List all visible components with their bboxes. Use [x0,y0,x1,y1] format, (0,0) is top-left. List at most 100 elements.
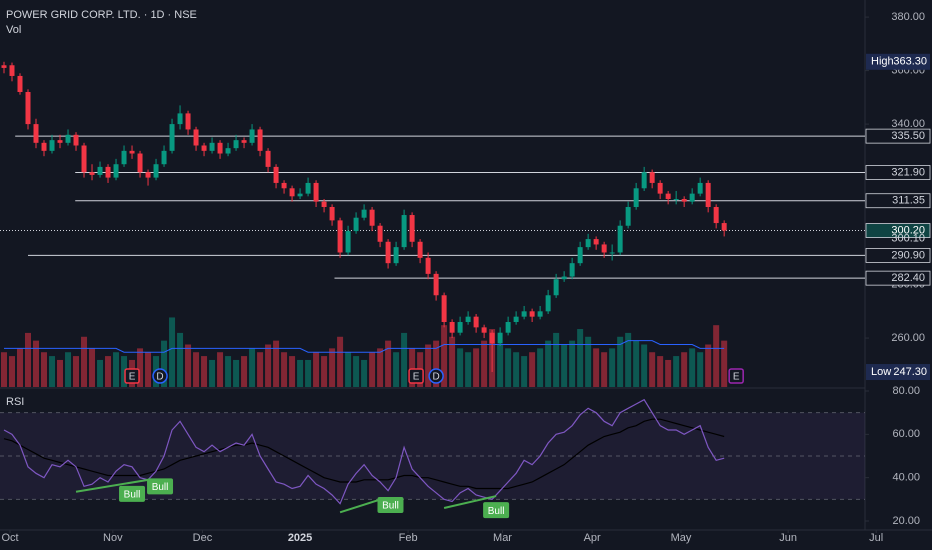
candle-body [345,231,351,253]
candle-body [337,220,343,253]
candle-body [41,142,47,151]
volume-bar [537,348,544,387]
x-tick-label: May [671,532,692,544]
volume-bar [137,348,144,387]
volume-bar [73,356,80,387]
candle-body [601,244,607,253]
divergence-line [75,478,149,493]
current-price-box [865,223,931,238]
volume-bar [553,332,560,387]
volume-ma-line [4,340,725,353]
x-tick-label: 2025 [288,532,312,544]
x-tick-label: Jun [779,532,797,544]
volume-bar [361,359,368,387]
candle-body [65,134,71,143]
x-tick-label: Dec [193,532,213,544]
volume-bar [497,344,504,387]
volume-bar [257,352,264,387]
candle-body [697,182,703,194]
high-name: High [871,56,894,68]
candle-body [273,166,279,183]
candle-body [1,65,7,68]
high-label: 363.30 [893,56,927,68]
volume-bar [577,329,584,387]
volume-bar [617,336,624,387]
level-label-box [865,248,931,263]
candle-body [33,124,39,143]
level-label: 282.40 [891,272,925,284]
candle-body [369,209,375,226]
y-tick-label: 380.00 [891,11,925,23]
candle-body [249,129,255,143]
candle-body [201,145,207,151]
event-label: D [432,372,439,383]
volume-bar [449,336,456,387]
event-marker [408,368,424,384]
volume-bar [329,348,336,387]
candle-body [193,129,199,146]
volume-bar [457,348,464,387]
volume-bar [401,332,408,387]
volume-bar [145,352,152,387]
volume-bar [209,359,216,387]
event-label: E [733,372,740,383]
x-tick-label: Oct [1,532,18,544]
rsi-tick-label: 80.00 [892,385,920,397]
volume-bar [273,340,280,387]
volume-bar [97,359,104,387]
bull-label: Bull [488,506,505,517]
candle-body [473,316,479,328]
volume-bar [721,340,728,387]
high-box [866,53,930,70]
candle-body [137,153,143,173]
level-label-box [865,270,931,286]
candle-body [433,273,439,296]
volume-bar [9,356,16,387]
low-label: 247.30 [893,366,927,378]
volume-bar [705,344,712,387]
candle-body [689,193,695,202]
candle-body [497,332,503,344]
candle-body [73,134,79,146]
event-label: D [156,372,163,383]
candle-body [657,182,663,194]
candle-body [121,150,127,165]
candle-body [593,239,599,245]
volume-bar [681,352,688,387]
level-label: 321.90 [891,166,925,178]
candle-body [665,193,671,199]
volume-bar [545,340,552,387]
candle-body [625,207,631,226]
candle-body [169,124,175,151]
volume-bar [121,356,128,387]
candle-body [81,145,87,173]
event-marker [728,368,744,384]
candle-body [97,166,103,175]
volume-bar [385,340,392,387]
x-tick-label: Feb [399,532,418,544]
candle-body [153,164,159,178]
candle-body [417,241,423,258]
candle-body [177,113,183,125]
candle-body [129,150,135,154]
bull-box [483,502,510,519]
level-label: 290.90 [891,249,925,261]
candle-body [489,332,495,344]
candle-body [145,172,151,178]
candle-body [529,311,535,317]
volume-bar [561,344,568,387]
volume-bar [513,352,520,387]
volume-bar [321,356,328,387]
volume-bar [225,356,232,387]
volume-bar [193,352,200,387]
event-label: E [129,372,136,383]
candle-body [673,198,679,200]
volume-bar [369,352,376,387]
volume-bar [649,352,656,387]
candle-body [377,225,383,242]
candle-body [385,241,391,264]
volume-bar [313,352,320,387]
